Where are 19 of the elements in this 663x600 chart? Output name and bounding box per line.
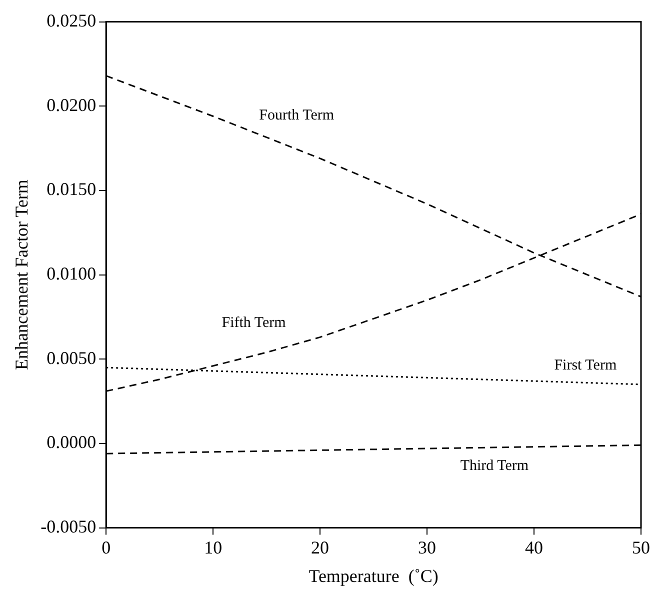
- series-label: Fifth Term: [222, 315, 286, 332]
- x-tick-label: 50: [632, 537, 650, 558]
- y-tick-label: 0.0050: [46, 348, 96, 368]
- y-tick-label: 0.0150: [46, 179, 96, 200]
- series-label: Third Term: [460, 458, 529, 474]
- y-axis-title: Enhancement Factor Term: [12, 180, 32, 370]
- x-tick-label: 10: [204, 537, 222, 558]
- series-label: First Term: [554, 358, 617, 374]
- x-tick-label: 40: [525, 537, 544, 558]
- y-tick-label: 0.0250: [46, 10, 96, 31]
- y-tick-label: -0.0050: [40, 516, 96, 537]
- x-tick-label: 30: [418, 537, 436, 558]
- series-label: Fourth Term: [259, 107, 334, 124]
- x-tick-label: 20: [311, 537, 330, 558]
- y-tick-label: 0.0200: [46, 94, 96, 115]
- x-axis-title: Temperature (˚C): [308, 566, 438, 586]
- x-tick-label: 0: [102, 537, 111, 558]
- y-tick-label: 0.0100: [46, 264, 96, 284]
- y-tick-label: 0.0000: [46, 432, 96, 452]
